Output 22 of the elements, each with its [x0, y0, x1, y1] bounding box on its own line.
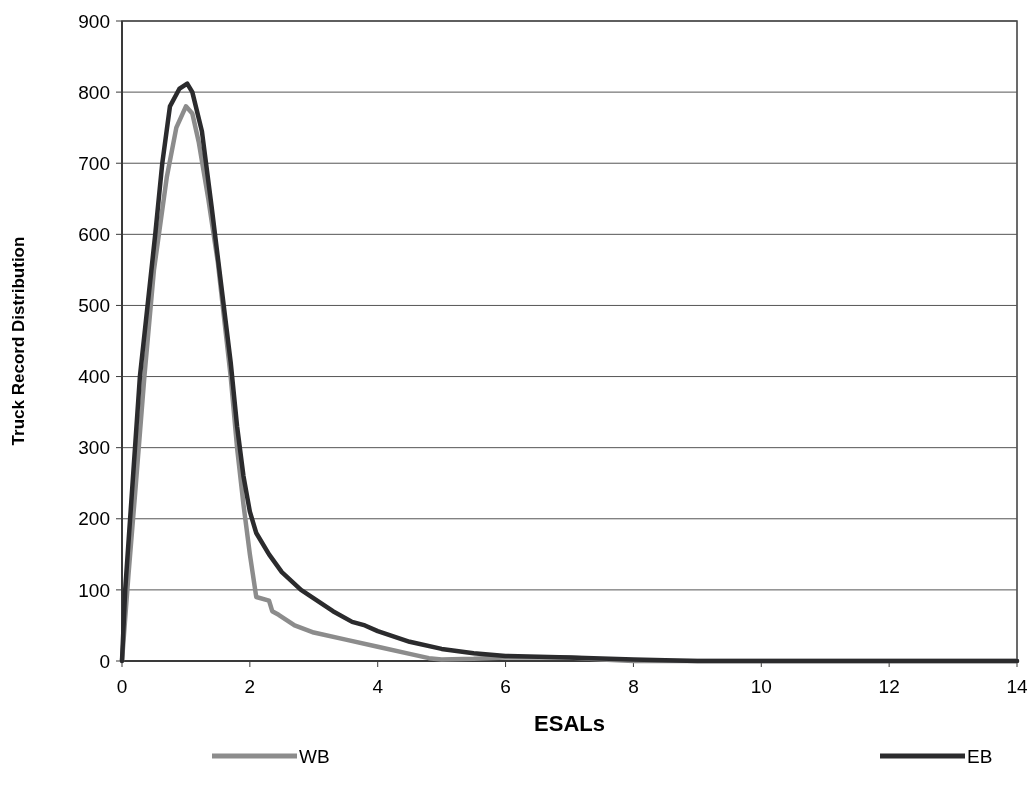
x-tick-label: 2	[244, 676, 256, 697]
x-tick-label: 10	[750, 676, 772, 697]
y-tick-label: 200	[78, 508, 110, 530]
x-axis-title: ESALs	[534, 711, 605, 736]
y-axis-title: Truck Record Distribution	[9, 236, 28, 446]
x-tick-label: 8	[628, 676, 639, 697]
legend-label: EB	[967, 745, 993, 767]
x-tick-label: 0	[116, 676, 128, 697]
legend-label: WB	[299, 745, 330, 767]
y-tick-label: 100	[78, 579, 110, 601]
y-tick-label: 500	[78, 295, 110, 317]
x-tick-label: 4	[372, 676, 384, 697]
y-tick-label: 600	[78, 223, 110, 245]
x-tick-label: 6	[500, 676, 511, 697]
y-tick-label: 300	[78, 437, 110, 459]
y-tick-label: 0	[99, 650, 110, 672]
y-tick-label: 400	[78, 366, 110, 388]
y-tick-label: 800	[78, 81, 110, 103]
y-tick-label: 700	[78, 152, 110, 174]
y-tick-label: 900	[78, 10, 110, 32]
x-tick-label: 14	[1006, 676, 1028, 697]
x-tick-label: 12	[878, 676, 900, 697]
